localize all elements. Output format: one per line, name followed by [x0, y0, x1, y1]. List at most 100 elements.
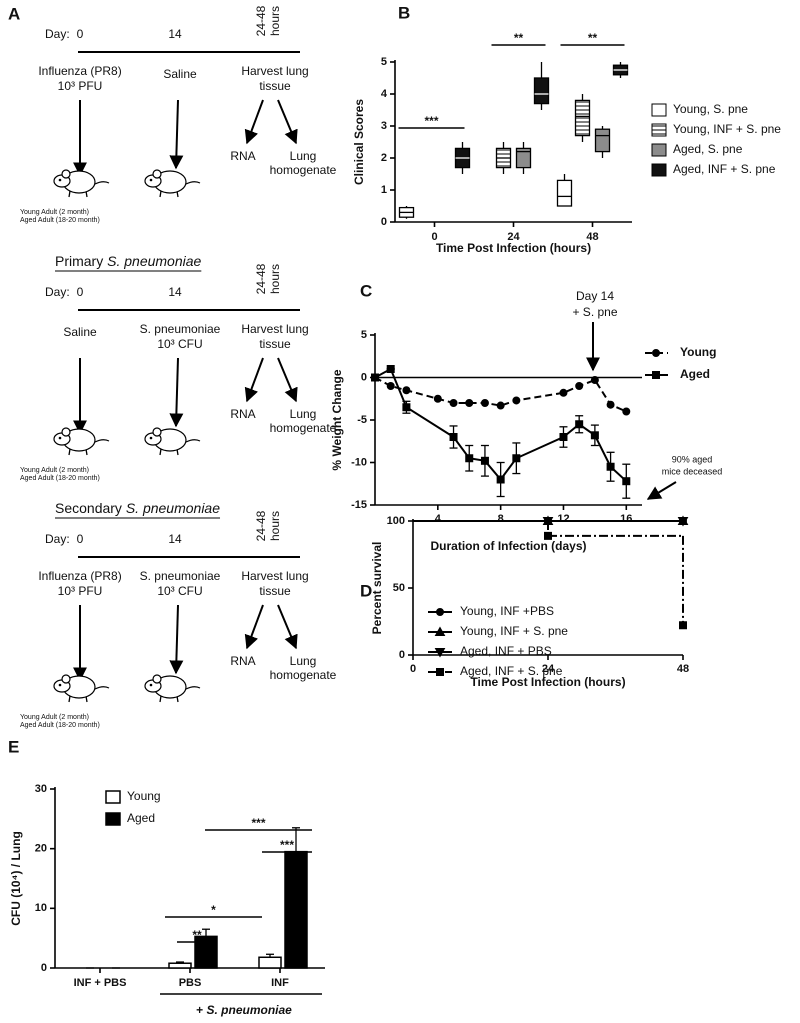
marker [559, 388, 568, 397]
mouse-leg [159, 190, 162, 198]
marker [436, 608, 444, 616]
cohort-label: Aged Adult (18-20 month) [20, 475, 100, 482]
step-label: Harvest lung [241, 322, 308, 336]
day-number: 0 [77, 27, 84, 41]
outcome-label: Lung [290, 654, 317, 668]
mouse-icon [144, 674, 201, 703]
scheme-title-part: Primary [55, 253, 107, 269]
box [533, 77, 550, 105]
arrow [277, 99, 298, 145]
bar [258, 956, 282, 969]
marker [449, 433, 458, 441]
scheme-title-part: S. pneumoniae [107, 253, 201, 269]
outcome-label: homogenate [270, 421, 337, 435]
cohort-label: Young Adult (2 month) [20, 467, 89, 474]
mouse-eye [149, 436, 153, 440]
significance-label: ** [588, 31, 598, 45]
x-tick-label: 16 [620, 513, 632, 525]
marker [590, 431, 599, 440]
marker [512, 454, 521, 463]
scheme-title-part: Secondary [55, 500, 126, 516]
significance-label: ** [514, 31, 524, 45]
mouse-icon [144, 427, 201, 456]
y-axis-title: Percent survival [370, 542, 384, 635]
marker [575, 420, 584, 429]
outcome-label: RNA [230, 407, 255, 421]
outcome-label: RNA [230, 149, 255, 163]
mouse-leg [159, 448, 162, 456]
mouse-tail [185, 181, 201, 185]
step-label: Influenza (PR8) [38, 569, 121, 583]
time-window: 24-48 [254, 263, 268, 294]
arrow [169, 604, 184, 675]
y-tick-label: 50 [393, 582, 405, 594]
time-window: 24-48 [254, 5, 268, 36]
marker [402, 403, 411, 412]
legend-swatch [651, 103, 667, 117]
panel-label: A [8, 4, 20, 23]
outcome-label: RNA [230, 654, 255, 668]
x-tick-label: 24 [507, 231, 520, 243]
y-tick-label: -10 [351, 456, 367, 468]
mouse-eye [149, 683, 153, 687]
marker [480, 399, 489, 407]
arrow [169, 357, 184, 428]
step-label: 10³ PFU [58, 584, 103, 598]
x-tick-label: 8 [498, 513, 504, 525]
x-tick-label: 0 [410, 663, 416, 675]
panel-label: B [398, 3, 410, 22]
mouse-icon [53, 169, 110, 198]
mouse-eye [58, 436, 62, 440]
y-tick-label: 0 [41, 962, 47, 974]
marker [434, 626, 446, 636]
y-tick-label: 10 [35, 902, 47, 914]
day-number: 14 [168, 532, 182, 546]
y-tick-label: 20 [35, 843, 47, 855]
marker [436, 668, 444, 676]
outcome-label: Lung [290, 407, 317, 421]
mouse-tail [94, 181, 110, 185]
bar [284, 850, 308, 969]
mouse-ear [61, 427, 71, 437]
marker [371, 373, 379, 382]
group-label-part: + [196, 1003, 206, 1017]
marker [449, 399, 458, 407]
legend-swatch [105, 790, 121, 804]
y-axis-title: Clinical Scores [352, 99, 366, 185]
day-number: 14 [168, 27, 182, 41]
marker [606, 462, 615, 471]
legend-label: Young, INF + S. pne [673, 122, 781, 136]
y-tick-label: -5 [357, 414, 367, 426]
legend-swatch [651, 163, 667, 177]
step-label: S. pneumoniae [140, 569, 221, 583]
time-window: hours [268, 6, 282, 36]
cohort-label: Aged Adult (18-20 month) [20, 217, 100, 224]
marker [465, 399, 474, 407]
annotation: mice deceased [662, 466, 723, 476]
marker [652, 349, 660, 357]
arrow [277, 604, 298, 650]
significance-label: *** [251, 816, 265, 830]
arrow [244, 357, 264, 403]
legend-label: Aged, INF + PBS [460, 644, 552, 658]
mouse-ear [61, 674, 71, 684]
panel-label: C [360, 281, 372, 300]
time-window: hours [268, 264, 282, 294]
step-label: tissue [259, 337, 291, 351]
step-label: Saline [163, 67, 197, 81]
significance-label: *** [280, 838, 294, 852]
significance-label: ** [192, 928, 202, 942]
marker [402, 386, 411, 395]
y-tick-label: 4 [381, 88, 388, 100]
marker [679, 621, 687, 630]
step-label: tissue [259, 584, 291, 598]
x-tick-label: PBS [179, 977, 202, 989]
marker [433, 394, 442, 403]
mouse-icon [53, 674, 110, 703]
x-tick-label: INF + PBS [74, 977, 127, 989]
marker [622, 407, 631, 416]
arrow [169, 99, 184, 170]
scheme-title: Secondary S. pneumoniae [55, 500, 220, 516]
cohort-label: Young Adult (2 month) [20, 714, 89, 721]
mouse-tail [94, 439, 110, 443]
